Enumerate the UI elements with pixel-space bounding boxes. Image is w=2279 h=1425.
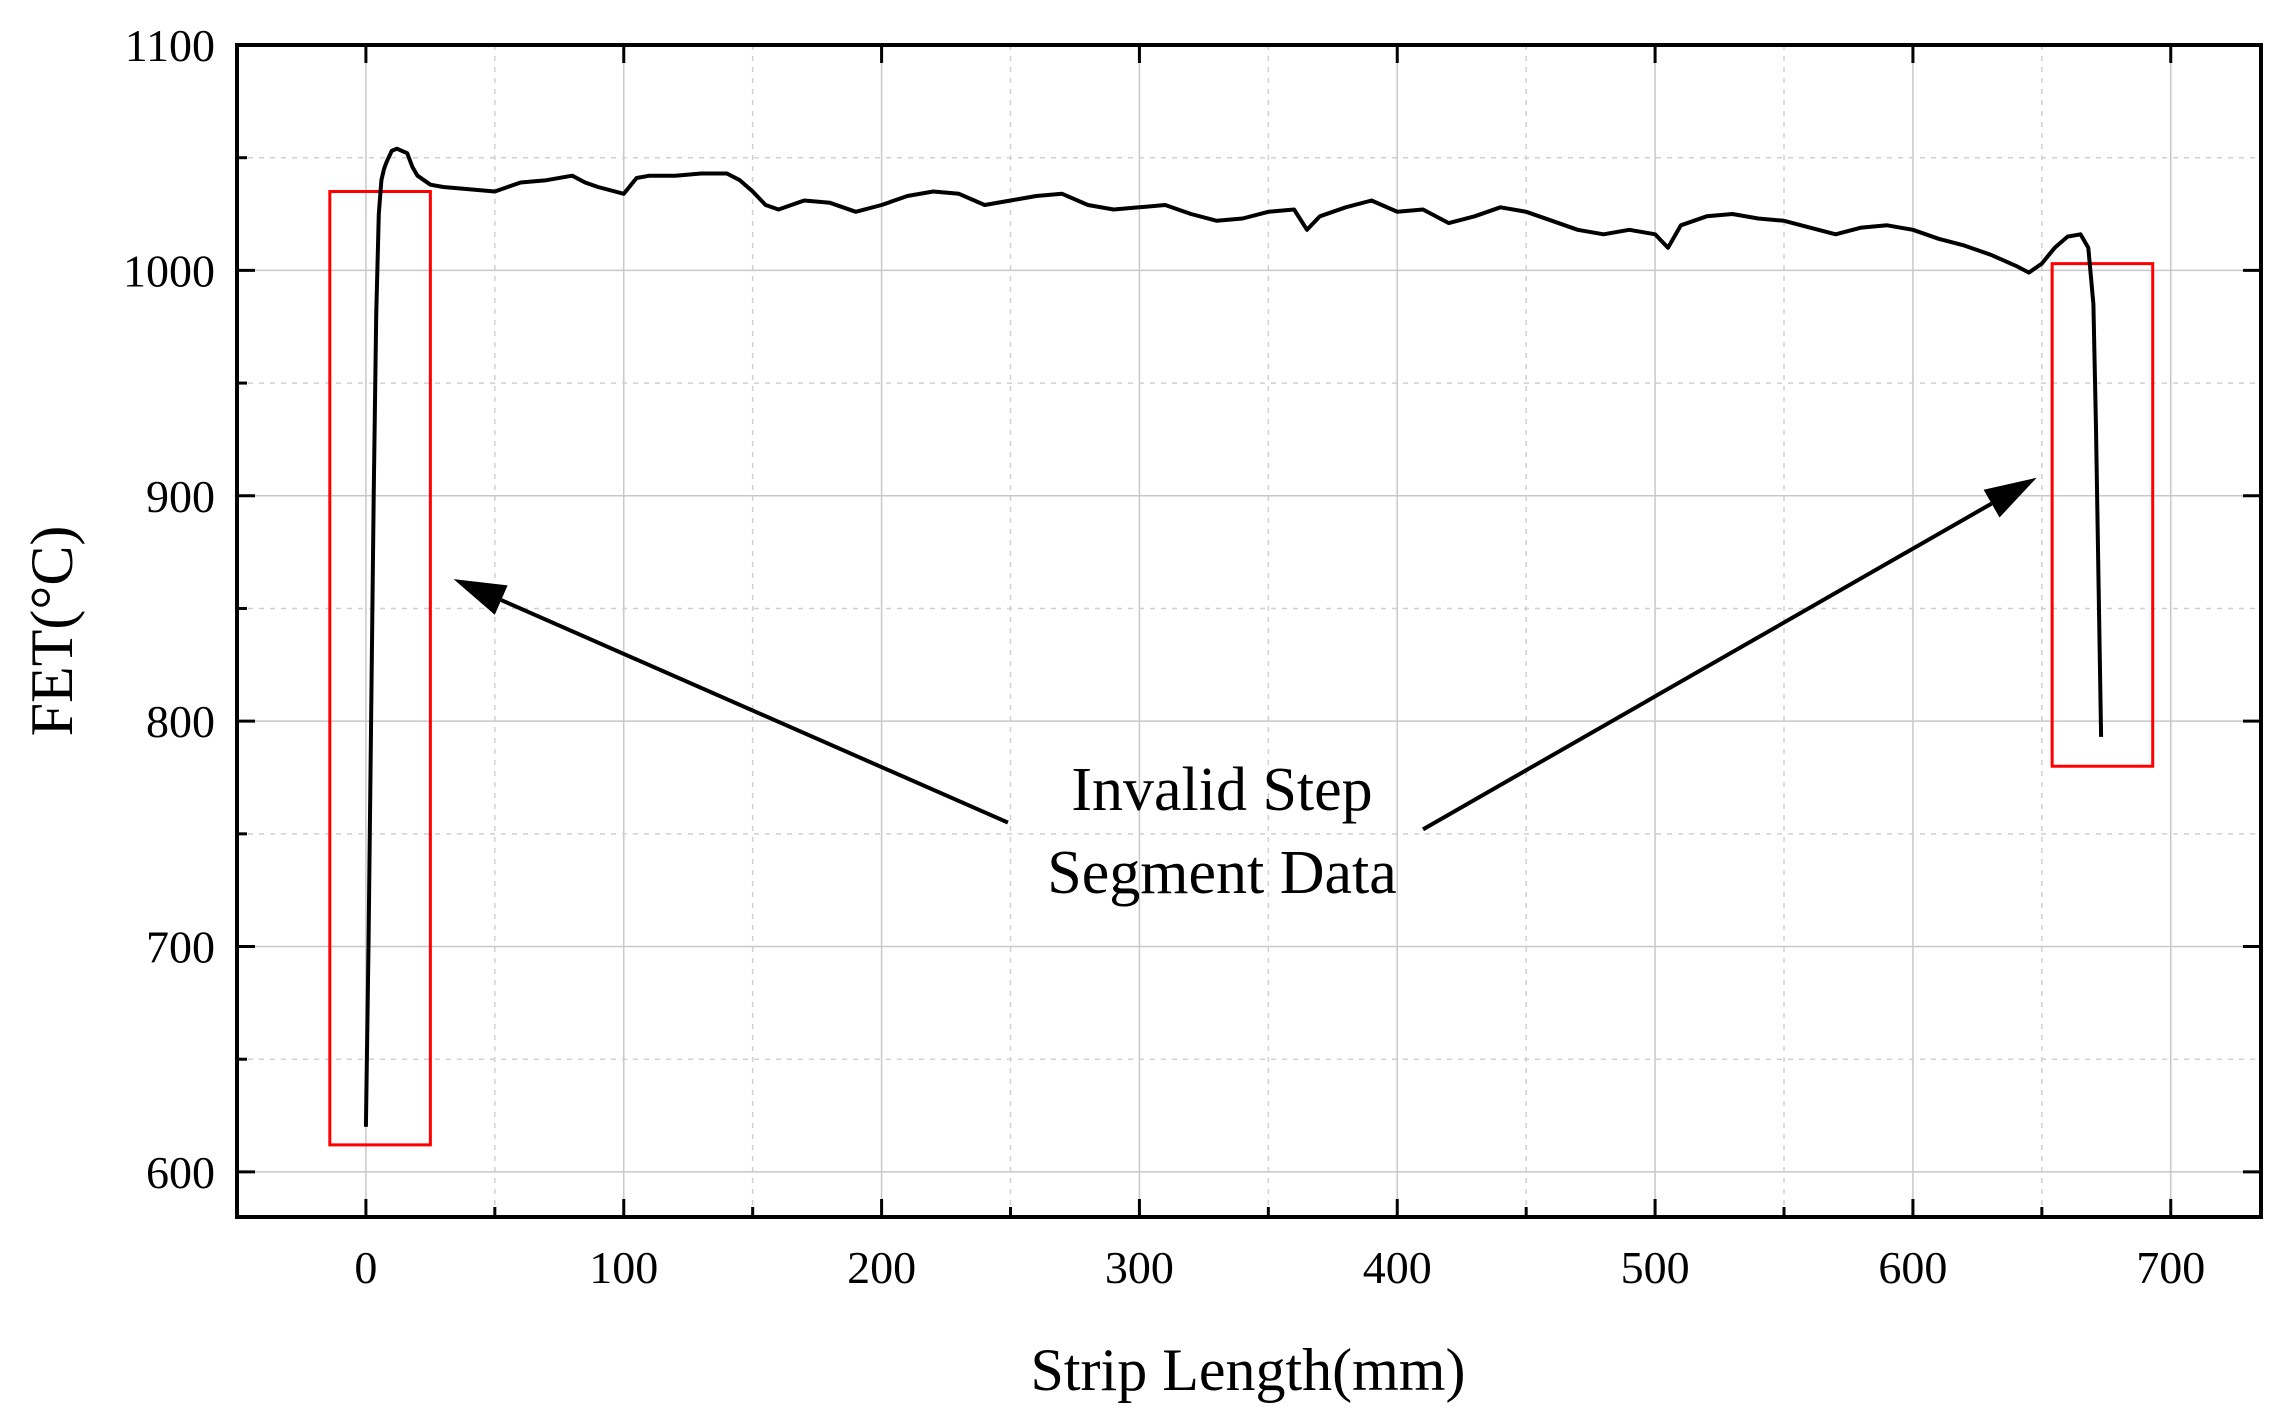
y-axis-title: FET(°C) <box>19 526 85 737</box>
highlight-boxes <box>328 190 2155 1147</box>
annotation-arrows <box>453 477 2037 832</box>
x-tick-label: 700 <box>2136 1242 2205 1293</box>
x-tick-label: 100 <box>589 1242 658 1293</box>
y-tick-label: 1000 <box>123 245 215 296</box>
y-tick-label: 800 <box>146 696 215 747</box>
invalid-segment-box <box>328 190 432 1147</box>
x-tick-label: 300 <box>1105 1242 1174 1293</box>
series-layer <box>363 146 2104 1127</box>
annotation-arrowhead <box>1983 477 2037 518</box>
annotation-line-2: Segment Data <box>1047 839 1397 907</box>
grid <box>237 45 2261 1217</box>
annotation-arrow-shaft <box>1422 501 1993 832</box>
axis-ticks: 0 100 200 300 400 500 600 700 600 700 800 900 1000 11… <box>123 20 2261 1293</box>
x-tick-label: 600 <box>1878 1242 1947 1293</box>
y-tick-label: 1100 <box>125 20 215 71</box>
y-tick-label: 900 <box>146 471 215 522</box>
series-line <box>363 146 2104 1127</box>
x-axis-title: Strip Length(mm) <box>1031 1337 1466 1403</box>
plot-frame <box>235 43 2263 1219</box>
annotation-line-1: Invalid Step <box>1071 756 1372 824</box>
invalid-segment-box <box>2050 262 2155 768</box>
x-tick-label: 500 <box>1621 1242 1690 1293</box>
x-tick-label: 0 <box>354 1242 377 1293</box>
x-tick-label: 400 <box>1363 1242 1432 1293</box>
y-tick-label: 600 <box>146 1147 215 1198</box>
annotation-arrow-shaft <box>500 598 1009 825</box>
annotation-arrowhead <box>453 579 508 615</box>
x-tick-label: 200 <box>847 1242 916 1293</box>
y-tick-label: 700 <box>146 922 215 973</box>
